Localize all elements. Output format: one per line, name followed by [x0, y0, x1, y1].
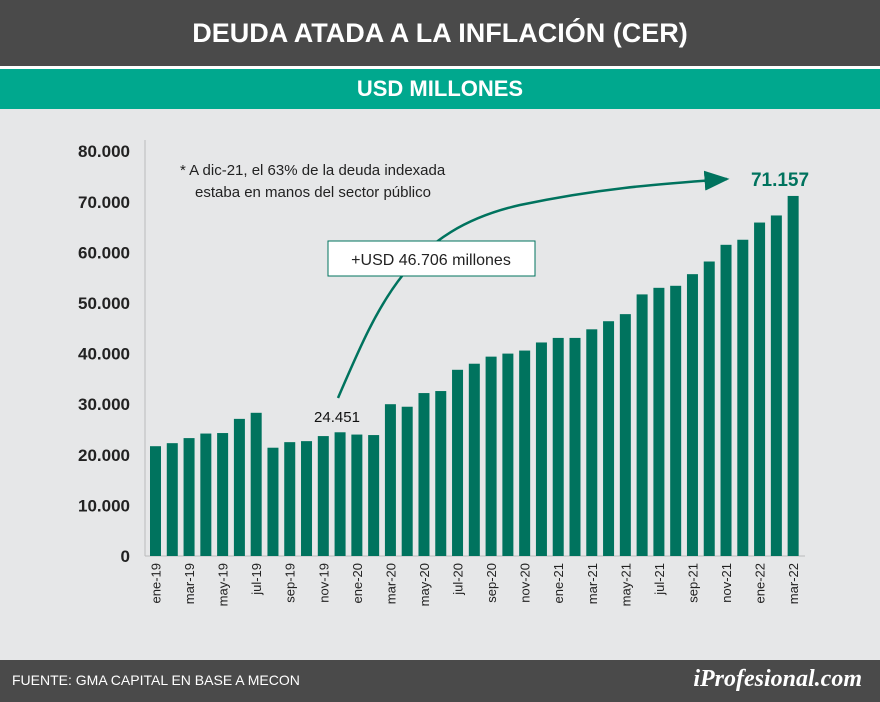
x-tick-label: sep-19 — [283, 563, 298, 603]
bar-nov-20 — [519, 350, 531, 556]
x-tick-label: ene-21 — [551, 563, 566, 603]
x-tick-label: nov-19 — [316, 563, 331, 603]
bar-jun-21 — [636, 294, 648, 556]
chart-subtitle: USD MILLONES — [0, 66, 880, 109]
bar-dic-19 — [334, 432, 346, 556]
chart-title: DEUDA ATADA A LA INFLACIÓN (CER) — [0, 0, 880, 66]
footer: FUENTE: GMA CAPITAL EN BASE A MECON iPro… — [0, 660, 880, 702]
bar-oct-21 — [703, 261, 715, 556]
bar-ago-21 — [670, 285, 682, 556]
growth-arrow — [336, 170, 730, 399]
bar-nov-19 — [317, 436, 329, 556]
x-tick-label: sep-21 — [685, 563, 700, 603]
bar-abr-21 — [603, 321, 615, 556]
bar-jul-21 — [653, 287, 665, 556]
y-tick-label: 10.000 — [78, 496, 130, 515]
x-tick-label: jul-20 — [451, 563, 466, 596]
bar-sep-20 — [485, 356, 497, 556]
y-tick-label: 80.000 — [78, 142, 130, 161]
bar-may-21 — [619, 314, 631, 556]
bar-dic-20 — [535, 342, 547, 556]
source-text: FUENTE: GMA CAPITAL EN BASE A MECON — [12, 672, 300, 688]
bar-jul-19 — [250, 412, 262, 556]
bar-feb-22 — [770, 215, 782, 556]
bar-chart: 0 10.000 20.000 30.000 40.000 50.000 60.000 70.… — [78, 140, 809, 606]
y-tick-label: 40.000 — [78, 345, 130, 364]
y-tick-label: 20.000 — [78, 446, 130, 465]
y-tick-label: 70.000 — [78, 193, 130, 212]
bar-feb-20 — [368, 435, 380, 556]
bar-oct-19 — [301, 441, 313, 556]
bar-mar-20 — [384, 404, 396, 556]
x-tick-label: may-19 — [216, 563, 231, 606]
bar-mar-21 — [586, 329, 598, 556]
x-tick-label: may-20 — [417, 563, 432, 606]
x-tick-label: mar-22 — [786, 563, 801, 604]
x-tick-label: nov-20 — [518, 563, 533, 603]
x-tick-label: jul-19 — [249, 563, 264, 596]
y-tick-label: 60.000 — [78, 243, 130, 262]
bar-ago-20 — [468, 363, 480, 556]
x-tick-label: mar-21 — [585, 563, 600, 604]
x-tick-label: nov-21 — [719, 563, 734, 603]
note-line-2: estaba en manos del sector público — [195, 184, 431, 201]
bar-ene-22 — [754, 222, 766, 556]
bar-jun-20 — [435, 391, 447, 556]
bar-ene-19 — [150, 446, 161, 556]
start-data-label: 24.451 — [314, 409, 360, 426]
x-tick-label: may-21 — [618, 563, 633, 606]
y-tick-label: 50.000 — [78, 294, 130, 313]
bar-may-19 — [217, 433, 229, 556]
bar-dic-21 — [737, 239, 749, 556]
x-tick-label: jul-21 — [652, 563, 667, 596]
iprofesional-logo: iProfesional.com — [693, 666, 862, 692]
note-line-1: * A dic-21, el 63% de la deuda indexada — [180, 162, 446, 179]
x-tick-label: mar-19 — [182, 563, 197, 604]
bar-sep-21 — [686, 274, 698, 556]
bar-may-20 — [418, 393, 430, 556]
bar-ago-19 — [267, 447, 279, 556]
bar-abr-20 — [401, 406, 413, 556]
x-tick-label: sep-20 — [484, 563, 499, 603]
bar-jul-20 — [452, 369, 464, 556]
x-tick-label: ene-22 — [753, 563, 768, 603]
bar-sep-19 — [284, 442, 296, 556]
bar-feb-21 — [569, 337, 581, 556]
bar-ene-20 — [351, 434, 363, 556]
x-tick-label: ene-20 — [350, 563, 365, 603]
bar-mar-22 — [787, 195, 799, 556]
increase-box — [327, 240, 536, 277]
bar-feb-19 — [166, 443, 178, 556]
y-tick-label: 0 — [121, 547, 130, 566]
bar-jun-19 — [233, 418, 245, 556]
bar-mar-19 — [183, 438, 195, 556]
x-tick-label: mar-20 — [383, 563, 398, 604]
x-tick-label: ene-19 — [149, 563, 164, 603]
bar-oct-20 — [502, 353, 514, 556]
increase-label: +USD 46.706 millones — [351, 252, 511, 269]
bar-nov-21 — [720, 244, 732, 556]
end-data-label: 71.157 — [751, 170, 809, 191]
bar-ene-21 — [552, 337, 564, 556]
y-tick-label: 30.000 — [78, 395, 130, 414]
bar-abr-19 — [200, 433, 212, 556]
